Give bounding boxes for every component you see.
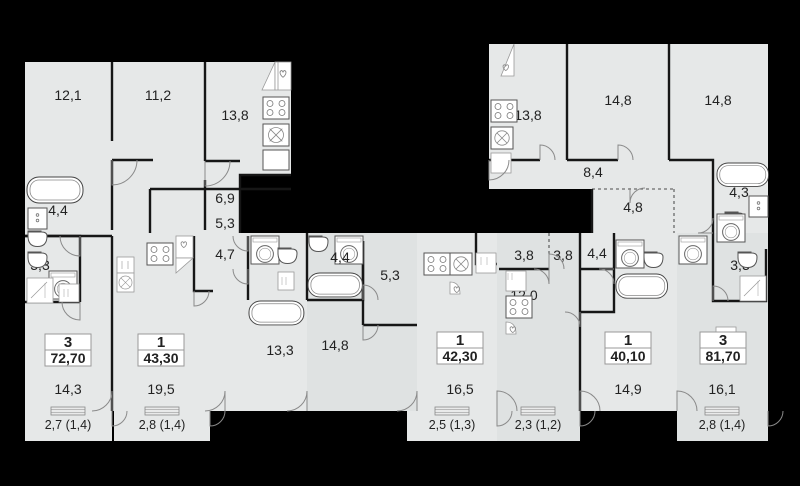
svg-text:1: 1 [624,332,632,349]
svg-text:3,8: 3,8 [553,247,573,263]
svg-text:1: 1 [157,334,165,351]
svg-text:14,8: 14,8 [604,92,631,108]
svg-text:8,4: 8,4 [583,164,603,180]
svg-text:3: 3 [64,334,72,351]
svg-text:2,5 (1,3): 2,5 (1,3) [429,418,476,432]
svg-text:14,8: 14,8 [704,92,731,108]
svg-text:11,2: 11,2 [145,87,171,103]
svg-text:72,70: 72,70 [50,350,85,366]
svg-text:19,5: 19,5 [147,381,174,397]
svg-text:12,1: 12,1 [54,87,81,103]
svg-text:40,10: 40,10 [610,348,645,364]
svg-text:4,4: 4,4 [330,249,350,265]
svg-text:43,30: 43,30 [143,350,178,366]
svg-text:5,3: 5,3 [215,215,235,231]
svg-text:13,3: 13,3 [266,342,293,358]
svg-text:2,8 (1,4): 2,8 (1,4) [139,418,186,432]
svg-text:13,8: 13,8 [221,107,248,123]
svg-text:4,7: 4,7 [215,246,235,262]
svg-text:6,9: 6,9 [215,190,235,206]
svg-text:2,3 (1,2): 2,3 (1,2) [515,418,562,432]
svg-text:3,8: 3,8 [514,247,534,263]
svg-text:16,1: 16,1 [708,381,735,397]
svg-text:4,4: 4,4 [587,245,607,261]
svg-text:5,3: 5,3 [380,267,400,283]
svg-text:3: 3 [719,332,727,349]
svg-text:42,30: 42,30 [442,348,477,364]
svg-text:16,5: 16,5 [446,381,473,397]
svg-text:14,8: 14,8 [321,337,348,353]
svg-text:14,9: 14,9 [614,381,641,397]
svg-text:14,3: 14,3 [54,381,81,397]
svg-text:2,7 (1,4): 2,7 (1,4) [45,418,92,432]
svg-text:81,70: 81,70 [705,348,740,364]
svg-text:13,8: 13,8 [514,107,541,123]
svg-text:4,8: 4,8 [623,199,643,215]
svg-text:2,8 (1,4): 2,8 (1,4) [699,418,746,432]
svg-text:4,4: 4,4 [48,202,68,218]
svg-text:1: 1 [456,332,464,349]
